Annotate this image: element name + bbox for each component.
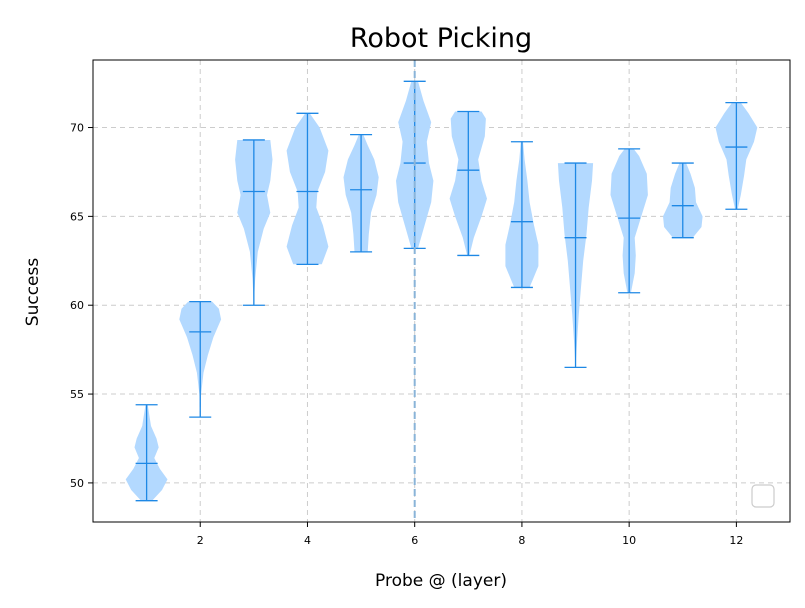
plot-frame: [92, 59, 791, 523]
x-tick-label: 4: [304, 534, 311, 547]
x-axis-label: Probe @ (layer): [375, 571, 507, 591]
y-tick-label: 50: [70, 477, 84, 490]
ticks: 2 4 6 8 10 12 50 55 60 65 70: [70, 122, 743, 547]
y-tick-label: 70: [70, 122, 84, 135]
y-tick-label: 60: [70, 299, 84, 312]
violins: [125, 80, 758, 502]
y-tick-label: 55: [70, 388, 84, 401]
chart-title: Robot Picking: [350, 23, 532, 54]
y-tick-label: 65: [70, 210, 84, 223]
y-axis-label: Success: [23, 258, 43, 327]
x-tick-label: 6: [411, 534, 418, 547]
x-tick-label: 10: [622, 534, 636, 547]
x-tick-label: 8: [518, 534, 525, 547]
legend-box[interactable]: [751, 484, 775, 508]
x-tick-label: 2: [197, 534, 204, 547]
x-tick-label: 12: [729, 534, 743, 547]
grid: [93, 60, 790, 522]
